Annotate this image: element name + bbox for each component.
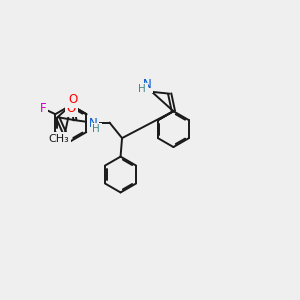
Text: N: N <box>88 117 97 130</box>
Text: H: H <box>138 84 146 94</box>
Text: H: H <box>92 124 100 134</box>
Text: O: O <box>69 93 78 106</box>
Text: N: N <box>143 78 152 91</box>
Text: F: F <box>40 102 46 115</box>
Text: CH₃: CH₃ <box>49 134 69 143</box>
Text: O: O <box>67 102 76 115</box>
